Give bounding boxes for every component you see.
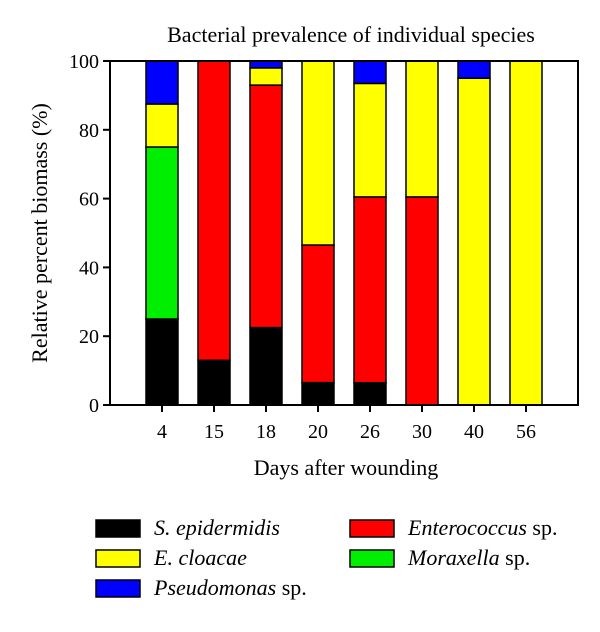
y-tick-label-40: 40 <box>79 257 99 279</box>
x-axis: 4 15 18 20 26 30 40 56 <box>157 405 536 443</box>
bar-segment-20-2 <box>301 244 335 384</box>
bar-segment-4-4 <box>145 60 179 105</box>
bar-segment-30-3 <box>405 60 439 198</box>
bar-segment-18-0 <box>249 326 283 406</box>
legend-swatch-2 <box>349 519 395 538</box>
bar-segment-4-1 <box>145 146 179 320</box>
legend-label-1: Moraxella sp. <box>407 545 530 570</box>
bar-segment-40-4 <box>457 60 491 79</box>
y-tick-label-20: 20 <box>79 326 99 348</box>
legend-label-2: Enterococcus sp. <box>407 515 557 540</box>
x-tick-label-40: 40 <box>464 421 484 443</box>
bar-segment-26-0 <box>353 381 387 406</box>
x-tick-label-4: 4 <box>157 421 167 443</box>
legend-swatch-1 <box>349 549 395 568</box>
x-tick-label-56: 56 <box>516 421 536 443</box>
bar-segment-26-2 <box>353 196 387 384</box>
y-tick-label-60: 60 <box>79 189 99 211</box>
bar-segment-4-3 <box>145 103 179 148</box>
bar-segment-18-3 <box>249 67 283 86</box>
x-tick-label-20: 20 <box>308 421 328 443</box>
bar-segment-26-4 <box>353 60 387 85</box>
bar-segment-30-2 <box>405 196 439 406</box>
x-tick-label-26: 26 <box>360 421 380 443</box>
x-tick-label-15: 15 <box>204 421 224 443</box>
legend-label-3: E. cloacae <box>153 545 247 570</box>
bar-segment-15-2 <box>197 60 231 362</box>
bar-segment-20-0 <box>301 381 335 406</box>
x-axis-label: Days after wounding <box>254 455 439 480</box>
x-tick-label-18: 18 <box>256 421 276 443</box>
legend-swatch-0 <box>95 519 141 538</box>
legend-swatch-4 <box>95 579 141 598</box>
y-tick-label-100: 100 <box>69 51 99 73</box>
x-tick-label-30: 30 <box>412 421 432 443</box>
bars-group <box>145 60 543 406</box>
legend-swatch-3 <box>95 549 141 568</box>
bar-segment-20-3 <box>301 60 335 246</box>
y-axis-label: Relative percent biomass (%) <box>27 103 52 363</box>
bar-segment-26-3 <box>353 82 387 198</box>
y-tick-label-80: 80 <box>79 120 99 142</box>
y-tick-label-0: 0 <box>89 395 99 417</box>
bar-segment-15-0 <box>197 359 231 406</box>
bar-segment-18-2 <box>249 84 283 329</box>
bar-segment-4-0 <box>145 318 179 406</box>
y-axis: 0 20 40 60 80 100 <box>69 51 110 417</box>
bar-segment-40-3 <box>457 77 491 406</box>
bar-segment-56-3 <box>509 60 543 406</box>
bar-segment-18-4 <box>249 60 283 69</box>
chart-title: Bacterial prevalence of individual speci… <box>167 22 535 47</box>
plot-frame <box>109 60 579 406</box>
legend-label-0: S. epidermidis <box>154 515 280 540</box>
legend-label-4: Pseudomonas sp. <box>153 575 307 600</box>
legend: S. epidermidis Enterococcus sp. E. cloacae… <box>95 515 557 600</box>
